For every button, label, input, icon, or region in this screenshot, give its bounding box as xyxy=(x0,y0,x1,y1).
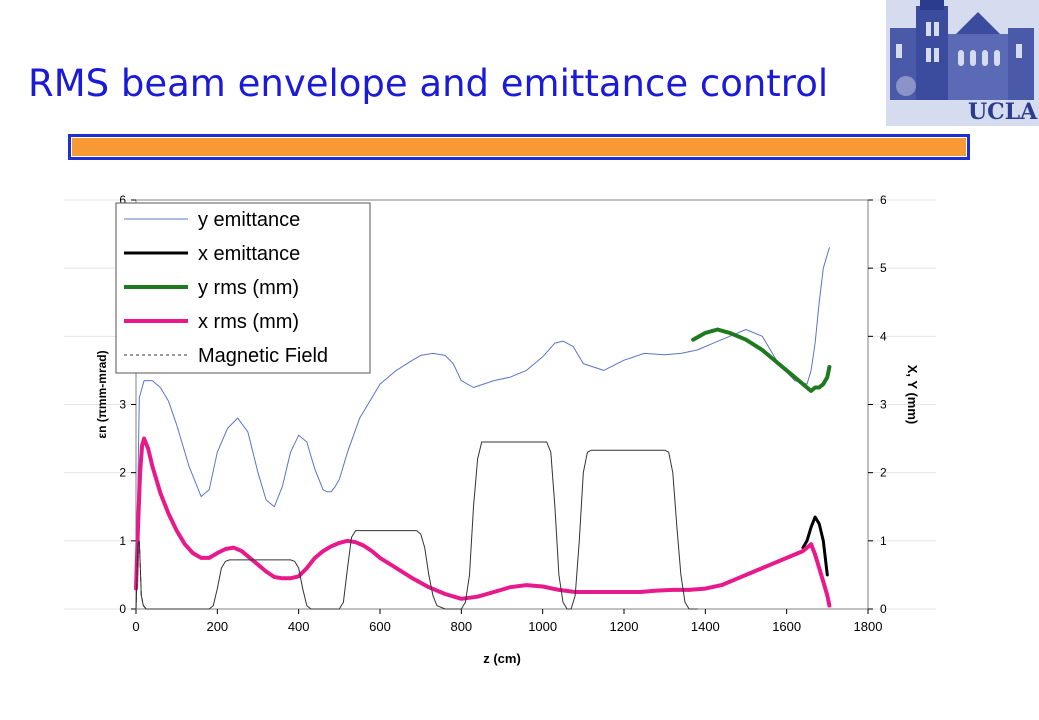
x-tick-label: 600 xyxy=(369,619,391,634)
series-line-x-rms-mm xyxy=(134,436,832,608)
x-tick-label: 1200 xyxy=(610,619,639,634)
y-axis-label: εn (πmm-mrad) xyxy=(95,350,109,438)
title-underline-bar xyxy=(68,134,970,160)
x-axis-label: z (cm) xyxy=(483,651,521,666)
y2-tick-label: 3 xyxy=(880,398,887,412)
x-tick-label: 1000 xyxy=(528,619,557,634)
ucla-logo-text: UCLA xyxy=(968,99,1038,125)
y2-tick-label: 6 xyxy=(880,193,887,207)
y2-tick-label: 4 xyxy=(880,329,887,343)
x-tick-label: 200 xyxy=(206,619,228,634)
y-tick-label: 1 xyxy=(119,534,126,548)
y2-tick-label: 2 xyxy=(880,466,887,480)
y-tick-label: 3 xyxy=(119,398,126,412)
beam-envelope-chart: 0 200 400 600 800 1000 1200 1400 1600 1800 0 1 2 3 4 5 6… xyxy=(64,193,936,666)
ucla-logo: UCLA xyxy=(886,0,1039,126)
legend-label: x rms (mm) xyxy=(198,311,299,333)
legend-label: x emittance xyxy=(198,243,300,265)
series-line-x-emittance xyxy=(801,515,829,577)
x-tick-label: 1400 xyxy=(691,619,720,634)
x-tick-label: 400 xyxy=(288,619,310,634)
x-tick-label: 1600 xyxy=(772,619,801,634)
y2-axis-label: X, Y (mm) xyxy=(905,365,920,424)
slide-title: RMS beam envelope and emittance control xyxy=(28,62,829,105)
x-tick-label: 1800 xyxy=(854,619,883,634)
y2-tick-label: 5 xyxy=(880,261,887,275)
series-line-y-rms-mm xyxy=(691,327,832,393)
y2-tick-label: 1 xyxy=(880,534,887,548)
series-line-magnetic-field xyxy=(135,441,698,610)
y-tick-label: 2 xyxy=(119,466,126,480)
legend-label: y emittance xyxy=(198,209,300,231)
series-line-magnetic-field-dashed xyxy=(135,540,147,610)
x-tick-label: 0 xyxy=(132,619,139,634)
title-underline-bar-fill xyxy=(71,137,967,157)
x-tick-label: 800 xyxy=(450,619,472,634)
y-tick-label: 6 xyxy=(119,193,126,207)
legend-label: y rms (mm) xyxy=(198,277,299,299)
y2-tick-label: 0 xyxy=(880,602,887,616)
y-tick-label: 0 xyxy=(119,602,126,616)
legend-label: Magnetic Field xyxy=(198,345,328,367)
